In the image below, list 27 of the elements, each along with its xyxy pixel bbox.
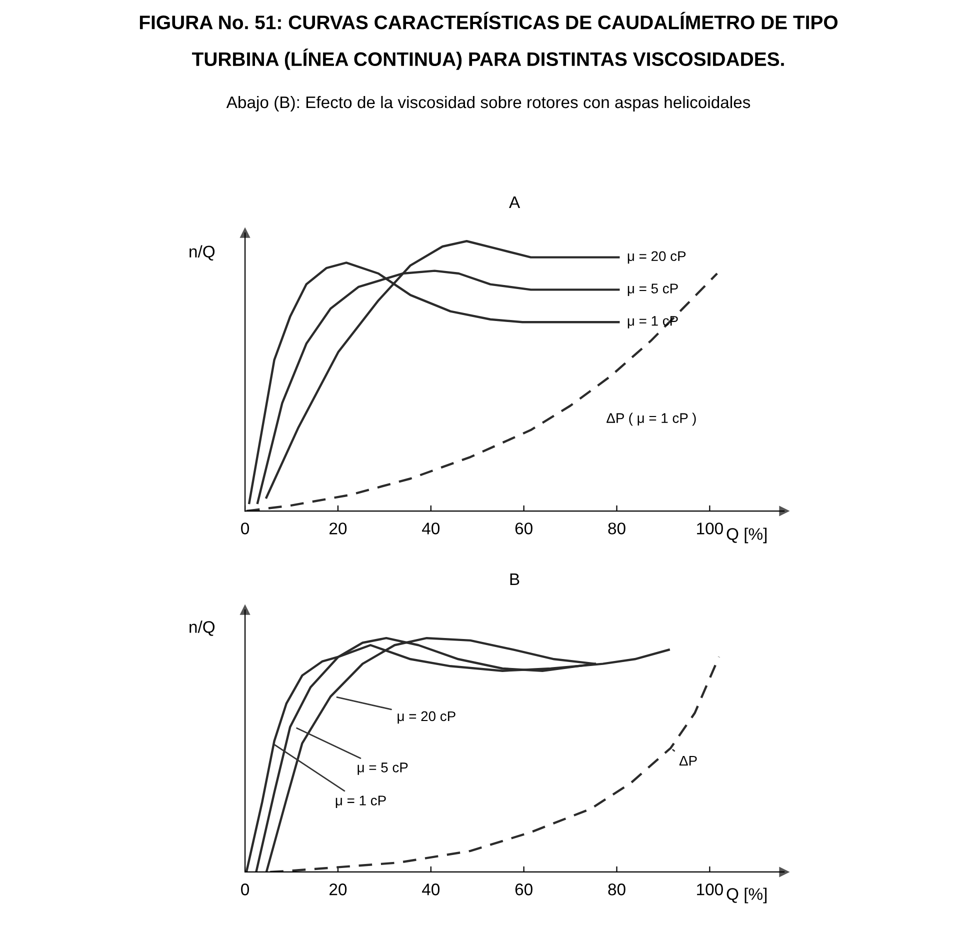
- x-tick-label: 80: [608, 522, 626, 534]
- text: Abajo (B): Efecto de la viscosidad sobre rotores con aspas helicoidales: [226, 96, 750, 112]
- x-axis-title: Q [%]: [726, 528, 767, 544]
- x-tick-label: 100: [697, 884, 723, 896]
- x-tick-label: 100: [697, 522, 723, 534]
- x-tick-label: 60: [515, 522, 532, 534]
- annotation: μ = 20 cP: [398, 711, 456, 724]
- x-tick-label: 0: [241, 522, 250, 534]
- annotation: μ = 20 cP: [628, 251, 686, 264]
- annotation: μ = 5 cP: [358, 762, 408, 775]
- x-axis-title: Q [%]: [726, 888, 767, 904]
- annotation: ΔP ( μ = 1 cP ): [606, 412, 696, 426]
- annotation: ΔP: [679, 756, 697, 766]
- text: FIGURA No. 51: CURVAS CARACTERÍSTICAS DE CAUDALÍMETRO DE TIPO TURBINA (LÍNEA CONTINUA) PARA DISTINTAS VISCOSIDADES.: [140, 12, 838, 70]
- x-tick-label: 20: [330, 884, 347, 896]
- x-tick-label: 40: [422, 884, 440, 896]
- x-tick-label: 80: [608, 884, 626, 896]
- y-axis-title: n/Q: [190, 620, 215, 636]
- chart-title: A: [509, 196, 520, 208]
- y-axis-title: n/Q: [190, 245, 215, 261]
- x-tick-label: 0: [241, 884, 250, 896]
- chart-title: B: [510, 574, 520, 586]
- x-tick-label: 60: [515, 884, 532, 896]
- x-tick-label: 20: [330, 522, 347, 534]
- annotation: μ = 5 cP: [628, 284, 678, 296]
- x-tick-label: 40: [422, 522, 440, 534]
- annotation: μ = 1 cP: [336, 796, 386, 808]
